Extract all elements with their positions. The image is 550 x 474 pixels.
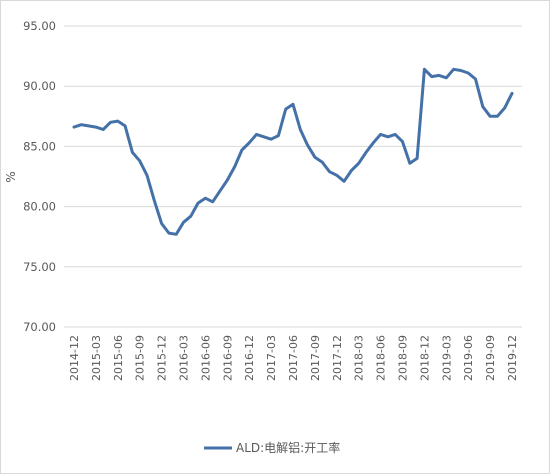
x-tick-label: 2015-03 — [90, 335, 103, 381]
data-point — [291, 103, 295, 106]
data-point — [218, 189, 222, 193]
data-point — [452, 68, 455, 71]
data-point — [182, 221, 185, 224]
data-point — [467, 71, 470, 75]
data-point — [503, 106, 506, 110]
data-point — [437, 74, 441, 77]
data-point — [138, 159, 141, 163]
data-point — [510, 92, 514, 95]
x-tick-label: 2017-09 — [309, 335, 322, 381]
data-point — [233, 165, 236, 169]
y-tick-label: 95.00 — [23, 19, 56, 33]
data-point — [153, 199, 156, 202]
series-group — [72, 67, 514, 236]
data-point — [109, 121, 112, 124]
data-point — [299, 128, 302, 131]
data-point — [423, 68, 426, 71]
data-point — [160, 222, 163, 225]
x-tick-label: 2018-03 — [353, 335, 366, 381]
data-point — [131, 151, 134, 154]
data-point — [123, 124, 127, 128]
data-point — [167, 231, 171, 235]
x-tick-label: 2015-09 — [134, 335, 147, 381]
data-point — [357, 162, 360, 165]
x-tick-label: 2014-12 — [68, 335, 81, 381]
data-point — [204, 196, 207, 200]
data-point — [262, 135, 265, 138]
gridlines — [64, 25, 522, 328]
data-point — [386, 135, 390, 138]
legend: ALD:电解铝:开工率 — [204, 440, 340, 455]
x-tick-label: 2016-06 — [199, 335, 212, 381]
data-point — [94, 125, 98, 129]
y-tick-label: 85.00 — [23, 139, 56, 153]
x-tick-label: 2019-03 — [440, 335, 453, 381]
data-point — [335, 174, 338, 177]
y-tick-label: 75.00 — [23, 260, 56, 274]
y-tick-label: 80.00 — [23, 200, 56, 214]
data-point — [364, 151, 368, 154]
data-point — [189, 215, 192, 218]
data-point — [342, 180, 346, 183]
data-point — [496, 115, 499, 118]
data-point — [328, 170, 331, 173]
x-tick-label: 2018-06 — [375, 335, 388, 381]
data-point — [321, 160, 324, 164]
data-point — [145, 174, 149, 177]
data-point — [277, 134, 280, 137]
data-point — [350, 169, 353, 172]
x-tick-label: 2018-09 — [397, 335, 410, 381]
y-axis-label: % — [4, 171, 18, 182]
x-tick-label: 2015-06 — [112, 335, 125, 381]
data-point — [459, 69, 463, 72]
data-point — [255, 133, 258, 136]
data-point — [80, 123, 83, 126]
data-point — [284, 107, 287, 111]
data-point — [269, 137, 273, 141]
x-axis-ticks: 2014-12 2015-03 2015-06 2015-09 2015-12 2016-… — [68, 335, 519, 381]
x-tick-label: 2019-12 — [506, 335, 519, 381]
data-point — [248, 141, 251, 144]
x-tick-label: 2015-12 — [156, 335, 169, 381]
data-point — [379, 133, 382, 136]
data-point — [87, 124, 90, 128]
data-point — [445, 76, 448, 79]
x-tick-label: 2019-06 — [462, 335, 475, 381]
data-point — [415, 157, 419, 160]
y-tick-label: 90.00 — [23, 79, 56, 93]
data-point — [408, 162, 411, 165]
data-point — [72, 125, 76, 129]
x-tick-label: 2017-03 — [265, 335, 278, 381]
legend-label: ALD:电解铝:开工率 — [236, 440, 340, 455]
data-point — [372, 141, 375, 144]
data-point — [175, 233, 178, 236]
data-point — [306, 143, 309, 147]
y-tick-label: 70.00 — [23, 320, 56, 334]
data-point — [401, 140, 404, 143]
x-tick-label: 2017-06 — [287, 335, 300, 381]
x-tick-label: 2016-09 — [221, 335, 234, 381]
data-point — [488, 115, 492, 118]
data-point — [474, 77, 477, 81]
data-point — [481, 105, 484, 108]
x-tick-label: 2018-12 — [418, 335, 431, 381]
data-point — [226, 178, 229, 182]
y-axis-ticks: 70.00 75.00 80.00 85.00 90.00 95.00 — [23, 19, 56, 334]
x-tick-label: 2019-09 — [484, 335, 497, 381]
x-tick-label: 2016-03 — [178, 335, 191, 381]
data-point — [116, 119, 120, 123]
data-point — [394, 133, 397, 136]
data-point — [240, 148, 244, 152]
data-point — [313, 156, 317, 159]
data-point — [430, 75, 433, 78]
x-tick-label: 2017-12 — [331, 335, 344, 381]
data-point — [211, 200, 214, 203]
data-point — [196, 201, 200, 205]
data-point — [102, 128, 105, 131]
x-tick-label: 2016-12 — [243, 335, 256, 381]
series-line — [72, 67, 514, 236]
